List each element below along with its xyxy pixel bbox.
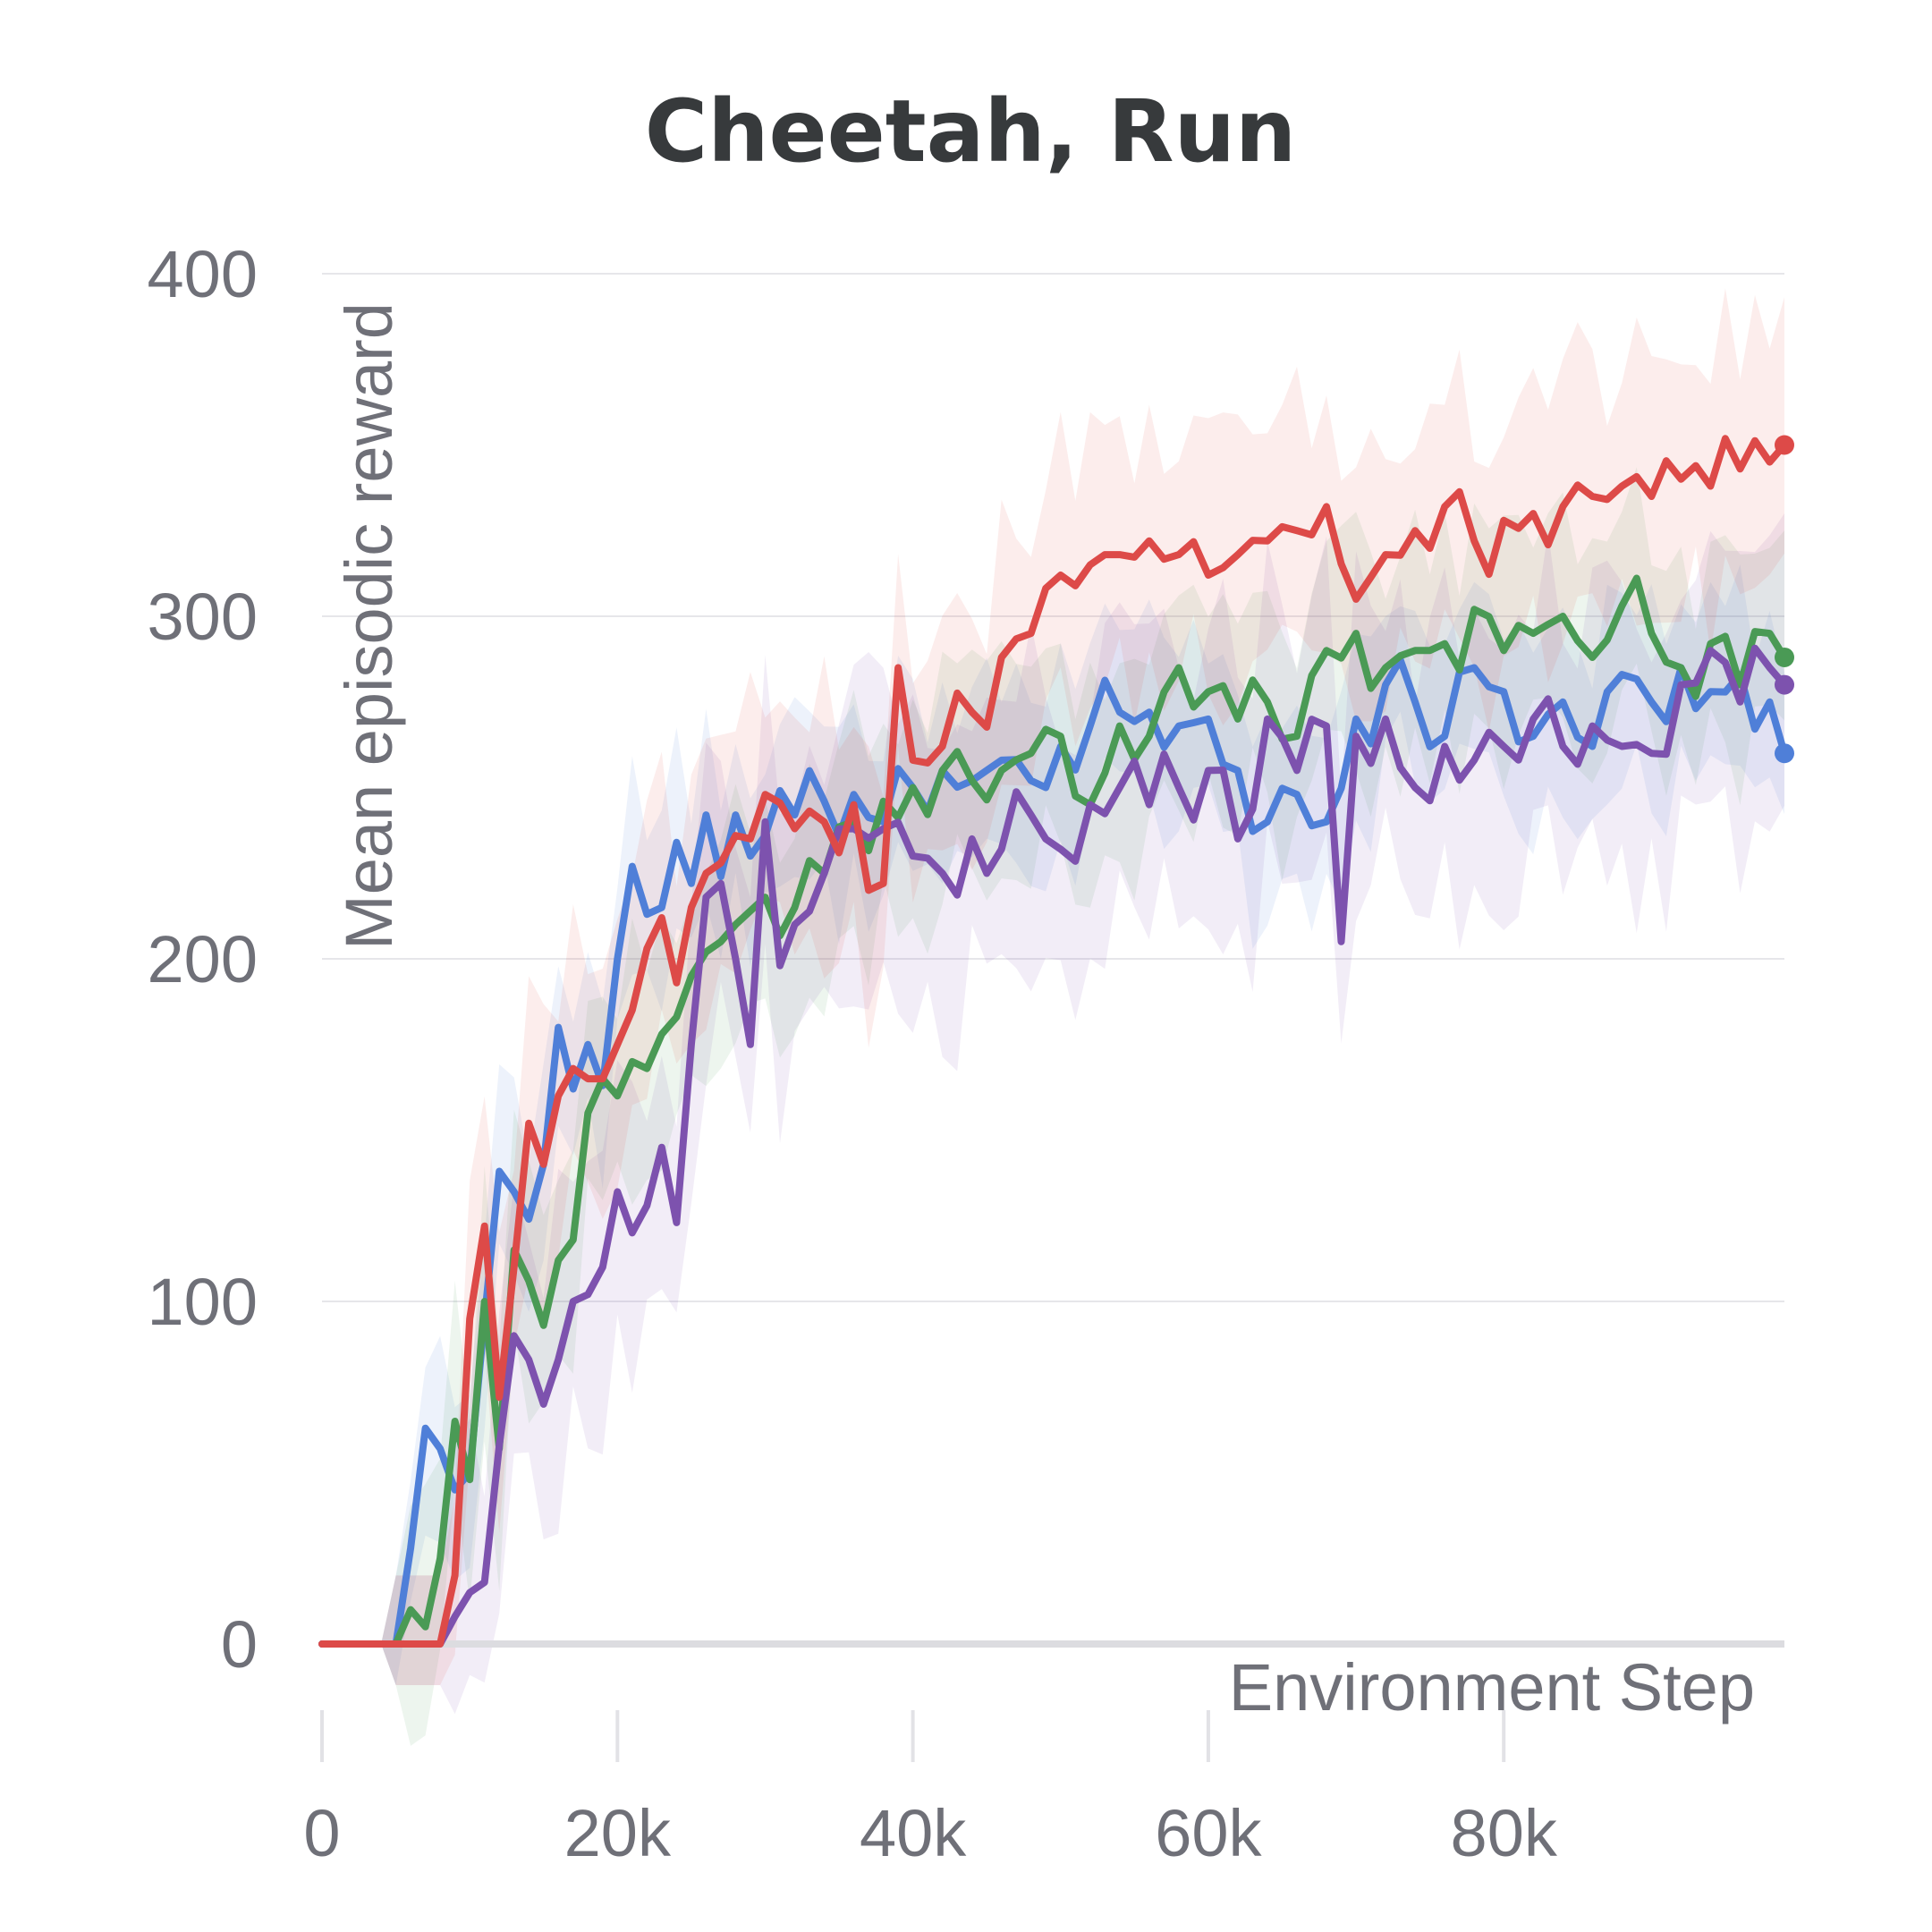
chart-title: Cheetah, Run — [645, 81, 1297, 182]
x-tick-label-40000: 40k — [860, 1796, 967, 1870]
series-endpoints — [1775, 435, 1794, 764]
x-tick-label-60000: 60k — [1155, 1796, 1262, 1870]
y-axis-label: Mean episodic reward — [332, 302, 406, 950]
band-red — [322, 288, 1784, 1685]
endpoint-red — [1775, 435, 1794, 455]
endpoint-green — [1775, 647, 1794, 667]
endpoint-blue — [1775, 743, 1794, 764]
y-tick-label-300: 300 — [148, 580, 258, 654]
y-tick-label-200: 200 — [148, 922, 258, 996]
x-tick-label-0: 0 — [303, 1796, 340, 1870]
series-lines — [318, 435, 1788, 1648]
y-tick-label-100: 100 — [148, 1265, 258, 1339]
endpoint-purple — [1775, 674, 1794, 695]
x-tick-label-80000: 80k — [1451, 1796, 1558, 1870]
series-line-purple — [318, 644, 1788, 1648]
x-axis-label: Environment Step — [1229, 1650, 1755, 1724]
x-ticks: 0 20k 40k 60k 80k — [303, 1710, 1558, 1870]
band-purple — [322, 513, 1784, 1715]
band-blue — [322, 564, 1784, 1685]
series-line-blue — [318, 656, 1788, 1648]
y-tick-labels: 0 100 200 300 400 — [148, 237, 258, 1682]
y-tick-label-400: 400 — [148, 237, 258, 311]
series-line-green — [318, 574, 1788, 1648]
y-tick-label-0: 0 — [221, 1607, 258, 1682]
x-tick-label-20000: 20k — [564, 1796, 672, 1870]
series-line-red — [318, 435, 1788, 1648]
grid-lines — [322, 273, 1784, 1302]
